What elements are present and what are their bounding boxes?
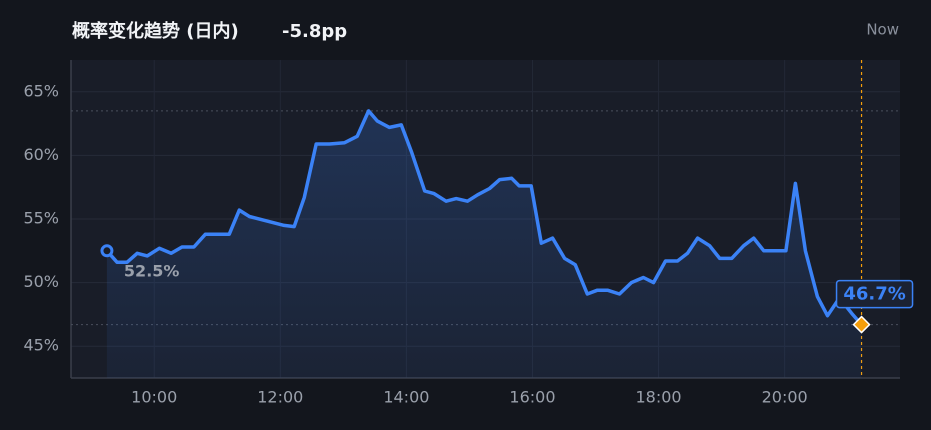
x-tick-label: 12:00: [257, 388, 303, 407]
y-tick-label: 55%: [23, 209, 59, 228]
x-tick-label: 16:00: [509, 388, 555, 407]
y-tick-label: 45%: [23, 336, 59, 355]
end-marker: [852, 315, 871, 334]
x-tick-label: 20:00: [762, 388, 808, 407]
y-tick-label: 50%: [23, 272, 59, 291]
start-label: 52.5%: [124, 261, 180, 280]
now-label: Now: [866, 21, 899, 39]
area-fill: [106, 110, 862, 379]
x-tick-label: 10:00: [131, 388, 177, 407]
line-series: [105, 109, 864, 327]
y-tick-label: 60%: [23, 145, 59, 164]
y-tick-label: 65%: [23, 81, 59, 100]
x-tick-label: 14:00: [383, 388, 429, 407]
start-marker: [100, 244, 114, 258]
change-label: -5.8pp: [282, 21, 347, 42]
end-label: 46.7%: [843, 284, 905, 305]
chart-title: 概率变化趋势 (日内): [72, 20, 239, 42]
end-label-box: [835, 279, 914, 309]
x-tick-label: 18:00: [635, 388, 681, 407]
